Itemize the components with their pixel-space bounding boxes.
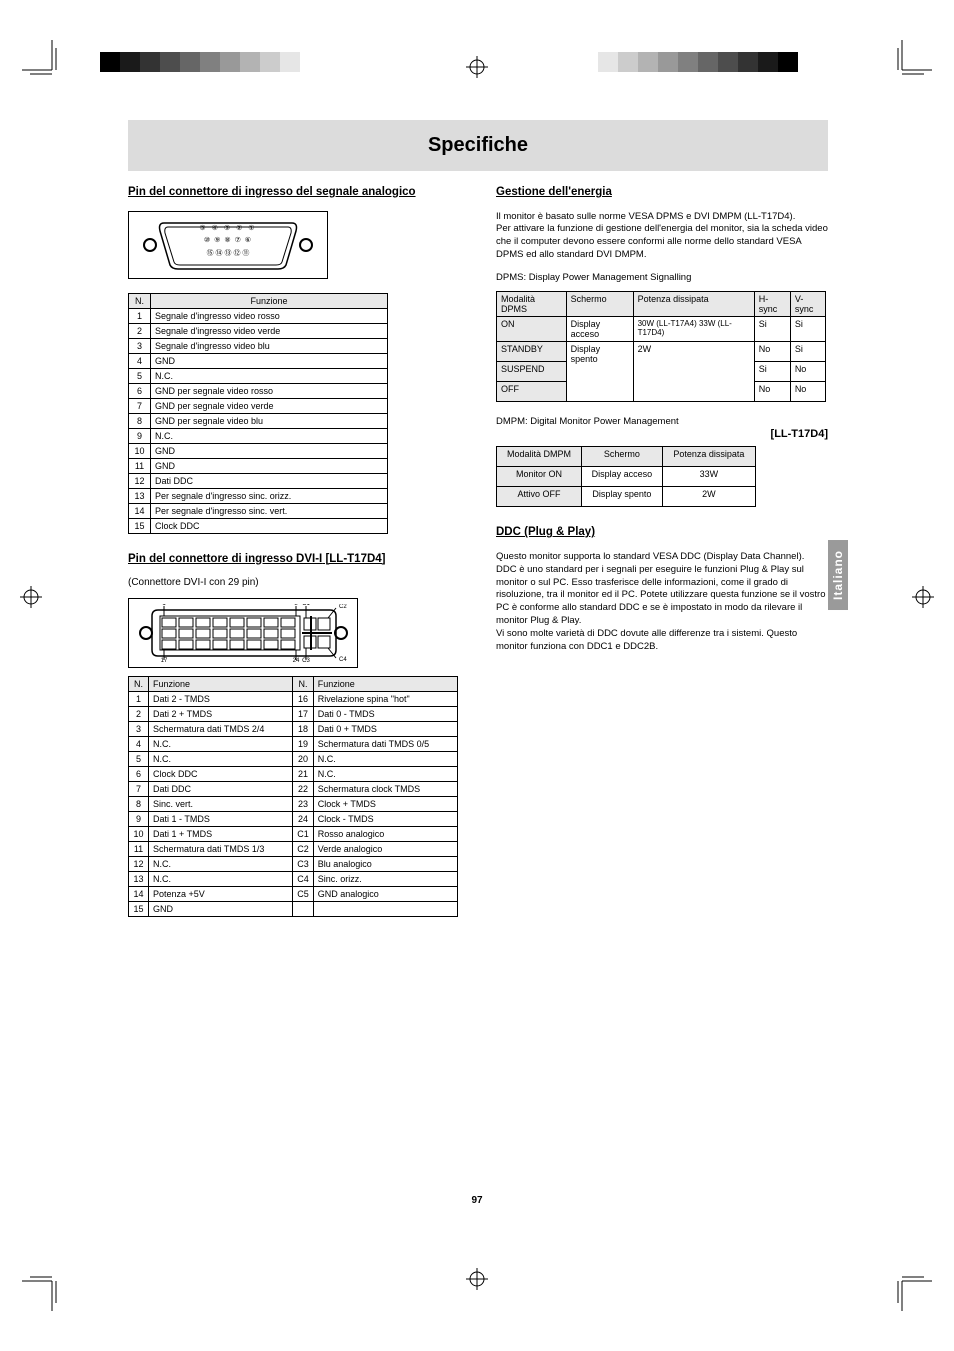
- registration-gradient-right: [598, 52, 798, 72]
- table-row: 4GND: [129, 353, 388, 368]
- crop-mark: [892, 1271, 932, 1311]
- dmpm-label: DMPM: Digital Monitor Power Management: [496, 416, 828, 429]
- table-row: 9Dati 1 - TMDS24Clock - TMDS: [129, 812, 458, 827]
- table-row: 13N.C.C4Sinc. orizz.: [129, 872, 458, 887]
- analog-pin-table: N. Funzione 1Segnale d'ingresso video ro…: [128, 293, 388, 534]
- table-row: 11Schermatura dati TMDS 1/3C2Verde analo…: [129, 842, 458, 857]
- table-row: 8Sinc. vert.23Clock + TMDS: [129, 797, 458, 812]
- registration-gradient-left: [100, 52, 300, 72]
- dmpm-table: Modalità DMPM Schermo Potenza dissipata …: [496, 446, 756, 507]
- svg-text:17: 17: [160, 658, 167, 662]
- table-row: 1Segnale d'ingresso video rosso: [129, 308, 388, 323]
- table-row: 8GND per segnale video blu: [129, 413, 388, 428]
- section-heading-power: Gestione dell'energia: [496, 185, 828, 201]
- section-heading-dvi-extra: [LL-T17D4]: [322, 553, 385, 565]
- table-row: 14Per segnale d'ingresso sinc. vert.: [129, 503, 388, 518]
- dvi-connector-diagram: 1 8 17 24 C1 C2 C4 C3: [128, 598, 358, 668]
- crop-mark: [892, 40, 932, 80]
- svg-text:C4: C4: [339, 657, 347, 662]
- page-content: Specifiche Pin del connettore di ingress…: [128, 120, 828, 917]
- svg-text:C3: C3: [302, 658, 310, 662]
- svg-text:24: 24: [292, 658, 299, 662]
- registration-cross-icon: [466, 1268, 488, 1295]
- table-row: 1Dati 2 - TMDS16Rivelazione spina "hot": [129, 692, 458, 707]
- table-row: 2Dati 2 + TMDS17Dati 0 - TMDS: [129, 707, 458, 722]
- svg-text:1: 1: [162, 604, 166, 607]
- table-row: 12N.C.C3Blu analogico: [129, 857, 458, 872]
- table-row: 15Clock DDC: [129, 518, 388, 533]
- vga-connector-diagram: // draw pin circles dynamically later is…: [128, 211, 328, 279]
- table-row: 9N.C.: [129, 428, 388, 443]
- table-row: 12Dati DDC: [129, 473, 388, 488]
- svg-text:C2: C2: [339, 604, 347, 610]
- ddc-text: Questo monitor supporta lo standard VESA…: [496, 551, 828, 654]
- section-heading-dvi: Pin del connettore di ingresso DVI-I: [128, 553, 322, 565]
- page-title: Specifiche: [128, 120, 828, 171]
- table-row: 15GND: [129, 902, 458, 917]
- dvi-note: (Connettore DVI-I con 29 pin): [128, 577, 468, 588]
- table-row: 6GND per segnale video rosso: [129, 383, 388, 398]
- th-func: Funzione: [151, 293, 388, 308]
- table-row: 5N.C.20N.C.: [129, 752, 458, 767]
- table-row: 10GND: [129, 443, 388, 458]
- table-row: 3Segnale d'ingresso video blu: [129, 338, 388, 353]
- registration-cross-icon: [912, 586, 934, 613]
- table-row: 11GND: [129, 458, 388, 473]
- registration-cross-icon: [466, 56, 488, 83]
- dpms-label: DPMS: Display Power Management Signallin…: [496, 272, 828, 285]
- table-row: 13Per segnale d'ingresso sinc. orizz.: [129, 488, 388, 503]
- table-row: 5N.C.: [129, 368, 388, 383]
- dpms-table: Modalità DPMS Schermo Potenza dissipata …: [496, 291, 826, 402]
- th-num: N.: [129, 293, 151, 308]
- section-heading-analog: Pin del connettore di ingresso del segna…: [128, 185, 468, 201]
- dvi-pin-table: N. Funzione N. Funzione 1Dati 2 - TMDS16…: [128, 676, 458, 917]
- table-row: 4N.C.19Schermatura dati TMDS 0/5: [129, 737, 458, 752]
- pm-intro: Il monitor è basato sulle norme VESA DPM…: [496, 211, 828, 262]
- table-row: 7Dati DDC22Schermatura clock TMDS: [129, 782, 458, 797]
- table-row: 10Dati 1 + TMDSC1Rosso analogico: [129, 827, 458, 842]
- crop-mark: [22, 1271, 62, 1311]
- page-number: 97: [0, 1195, 954, 1206]
- table-row: 2Segnale d'ingresso video verde: [129, 323, 388, 338]
- table-row: 6Clock DDC21N.C.: [129, 767, 458, 782]
- table-row: 7GND per segnale video verde: [129, 398, 388, 413]
- language-tab: Italiano: [828, 540, 848, 610]
- svg-text:8: 8: [294, 604, 298, 607]
- table-row: 14Potenza +5VC5GND analogico: [129, 887, 458, 902]
- table-row: 3Schermatura dati TMDS 2/418Dati 0 + TMD…: [129, 722, 458, 737]
- svg-text:C1: C1: [302, 604, 310, 607]
- model-label: [LL-T17D4]: [496, 428, 828, 440]
- registration-cross-icon: [20, 586, 42, 613]
- section-heading-ddc: DDC (Plug & Play): [496, 525, 828, 541]
- crop-mark: [22, 40, 62, 80]
